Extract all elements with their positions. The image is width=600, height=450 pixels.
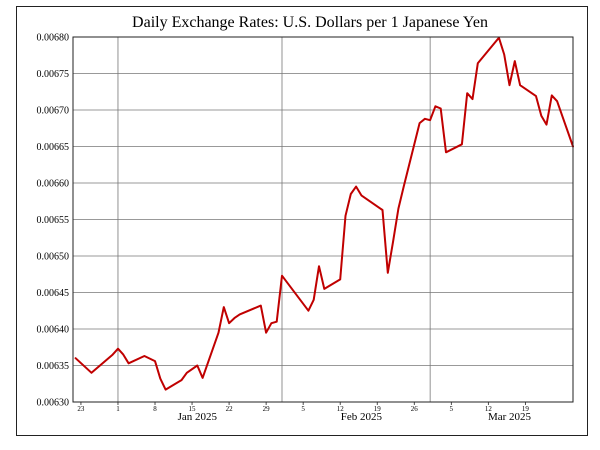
x-tick-label: 5 [450,405,454,413]
series-layer [74,36,574,391]
y-tick-label: 0.00645 [37,288,70,299]
x-tick-label: 19 [374,405,382,413]
x-tick-label: 1 [116,405,120,413]
x-tick-label: 22 [226,405,234,413]
x-tick-label: 26 [411,405,419,413]
y-tick-label: 0.00630 [37,398,70,409]
x-axis-ticks: 23 1 8 15 22 29 5 12 19 26 5 12 19 [77,402,529,413]
x-tick-label: 29 [263,405,271,413]
y-tick-label: 0.00655 [37,215,70,226]
y-tick-label: 0.00670 [37,106,70,117]
x-tick-label: 23 [77,405,85,413]
plot-border [72,36,574,403]
x-axis-month-labels: Jan 2025 Feb 2025 Mar 2025 [178,411,532,423]
x-month-label: Jan 2025 [178,411,218,423]
x-tick-label: 19 [522,405,530,413]
x-month-label: Mar 2025 [488,411,532,423]
y-axis-ticks: 0.00630 0.00635 0.00640 0.00645 0.00650 0.006… [37,33,70,409]
month-boundary-lines [117,37,431,402]
x-tick-label: 8 [153,405,157,413]
y-tick-label: 0.00635 [37,361,70,372]
y-tick-label: 0.00660 [37,179,70,190]
x-tick-label: 15 [189,405,197,413]
y-tick-label: 0.00640 [37,325,70,336]
y-tick-label: 0.00680 [37,33,70,44]
x-tick-label: 12 [485,405,493,413]
x-tick-label: 12 [337,405,345,413]
x-month-label: Feb 2025 [341,411,383,423]
chart-title: Daily Exchange Rates: U.S. Dollars per 1… [132,14,488,31]
x-tick-label: 5 [301,405,305,413]
grid-lines [73,73,573,366]
y-tick-label: 0.00650 [37,252,70,263]
y-tick-label: 0.00665 [37,142,70,153]
y-tick-label: 0.00675 [37,69,70,80]
series-line-usd-per-jpy [74,36,574,391]
